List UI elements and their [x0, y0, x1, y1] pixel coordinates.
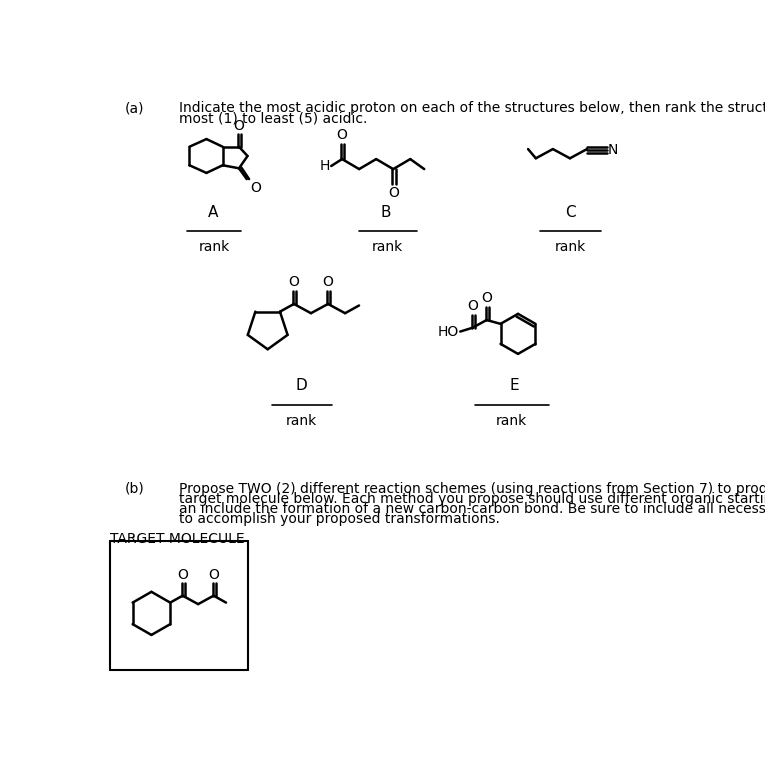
Text: O: O — [481, 291, 492, 305]
Text: N: N — [608, 143, 618, 157]
Text: rank: rank — [555, 240, 586, 254]
Text: O: O — [388, 186, 399, 200]
Text: an include the formation of a new carbon-carbon bond. Be sure to include all nec: an include the formation of a new carbon… — [179, 501, 765, 516]
Text: O: O — [337, 128, 347, 142]
Text: HO: HO — [438, 326, 459, 339]
Text: most (1) to least (5) acidic.: most (1) to least (5) acidic. — [179, 111, 368, 126]
Text: rank: rank — [373, 240, 403, 254]
Text: C: C — [565, 205, 576, 220]
Text: Indicate the most acidic proton on each of the structures below, then rank the s: Indicate the most acidic proton on each … — [179, 101, 765, 116]
Text: A: A — [208, 205, 219, 220]
Text: O: O — [323, 275, 334, 289]
Text: rank: rank — [199, 240, 230, 254]
Text: rank: rank — [496, 414, 527, 428]
Text: H: H — [320, 159, 330, 173]
Text: Propose TWO (2) different reaction schemes (using reactions from Section 7) to p: Propose TWO (2) different reaction schem… — [179, 482, 765, 495]
Text: B: B — [381, 205, 392, 220]
Text: O: O — [233, 119, 245, 133]
Text: target molecule below. Each method you propose should use different organic star: target molecule below. Each method you p… — [179, 492, 765, 506]
Text: rank: rank — [286, 414, 317, 428]
Text: E: E — [509, 377, 519, 393]
Text: O: O — [467, 299, 478, 313]
Text: O: O — [208, 568, 219, 582]
Text: D: D — [295, 377, 307, 393]
Text: (b): (b) — [125, 482, 145, 495]
Text: O: O — [177, 568, 188, 582]
Text: O: O — [288, 275, 299, 289]
Text: TARGET MOLECULE: TARGET MOLECULE — [109, 532, 244, 546]
Text: to accomplish your proposed transformations.: to accomplish your proposed transformati… — [179, 511, 500, 526]
Text: (a): (a) — [125, 101, 145, 116]
Text: O: O — [250, 180, 261, 195]
